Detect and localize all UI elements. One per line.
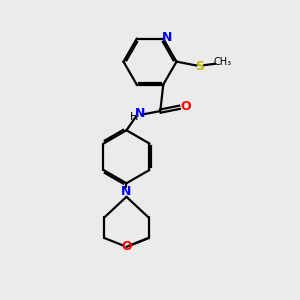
Text: O: O (121, 240, 132, 254)
Text: H: H (130, 112, 138, 122)
Text: S: S (196, 60, 205, 73)
Text: O: O (180, 100, 190, 112)
Text: N: N (135, 107, 146, 120)
Text: N: N (162, 31, 172, 44)
Text: N: N (121, 185, 132, 198)
Text: CH₃: CH₃ (213, 57, 231, 67)
